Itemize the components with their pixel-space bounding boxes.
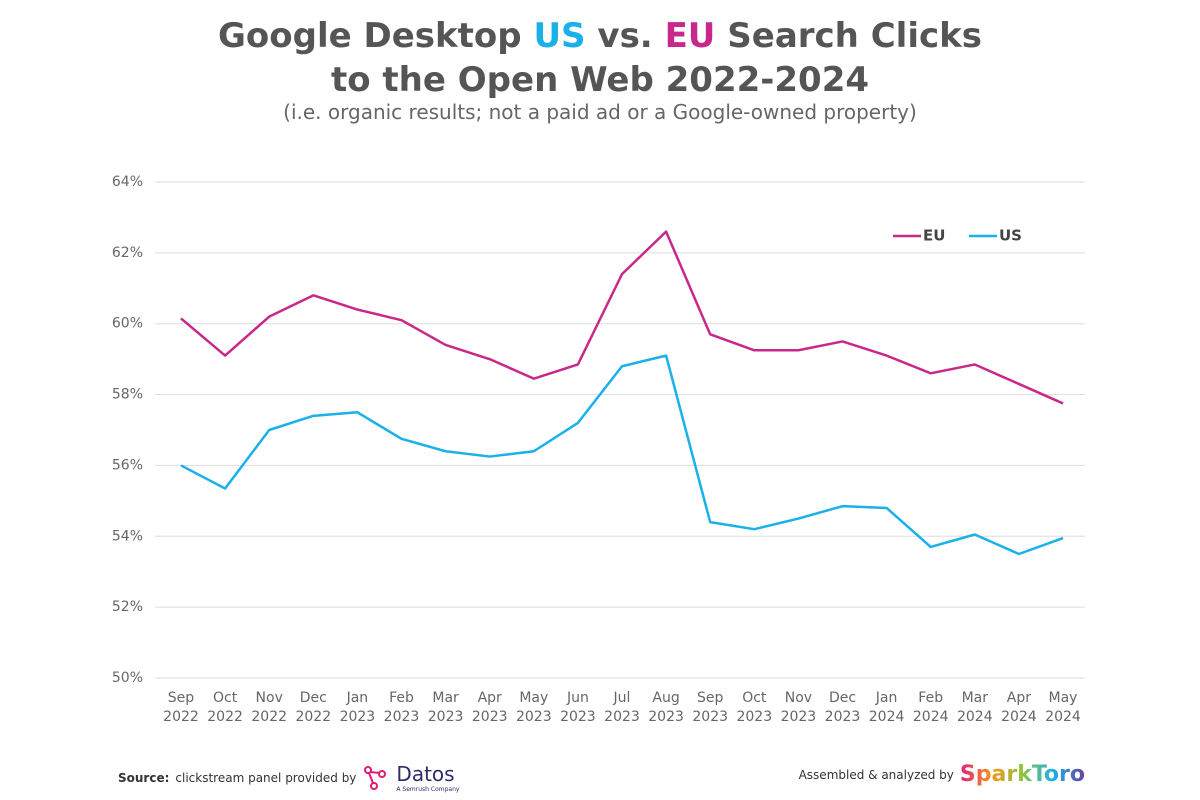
x-tick-label: Sep 2023 (692, 690, 728, 725)
x-tick-label: Nov 2022 (251, 690, 287, 725)
x-tick-label: Apr 2023 (472, 690, 508, 725)
x-tick-label: Mar 2024 (957, 690, 993, 725)
x-tick-label: Jul 2023 (604, 690, 640, 725)
title-line: to the Open Web 2022-2024 (330, 60, 870, 100)
datos-icon (364, 765, 387, 790)
subtitle: (i.e. organic results; not a paid ad or … (283, 100, 917, 124)
chart-title: Google Desktop US vs. EU Search Clicks t… (0, 14, 1200, 102)
title-line: Google Desktop US vs. EU Search Clicks (0, 14, 1200, 58)
x-tick-label: Jan 2023 (340, 690, 376, 725)
series-line (180, 230, 1064, 405)
x-tick-label: Sep 2022 (163, 690, 199, 725)
legend-label: US (999, 227, 1022, 245)
title-part: Google Desktop (218, 16, 522, 56)
x-tick-label: Oct 2022 (207, 690, 243, 725)
x-tick-label: Apr 2024 (1001, 690, 1037, 725)
x-tick-label: Mar 2023 (428, 690, 464, 725)
y-tick-label: 60% (112, 316, 143, 332)
y-tick-label: 62% (112, 245, 143, 261)
y-tick-label: 56% (112, 457, 143, 473)
y-tick-label: 58% (112, 387, 143, 403)
assembled-text: Assembled & analyzed by (798, 767, 954, 782)
datos-name: Datos (396, 762, 455, 786)
x-tick-label: Nov 2023 (781, 690, 817, 725)
title-part: EU (664, 16, 716, 56)
credit: Assembled & analyzed by SparkToro (799, 762, 1085, 787)
y-tick-label: 54% (112, 528, 143, 544)
y-tick-label: 52% (112, 599, 143, 615)
source: Source: clickstream panel provided by Da… (118, 762, 459, 793)
series-line (180, 354, 1064, 556)
datos-sub: A Semrush Company (396, 786, 460, 793)
x-tick-label: May 2024 (1045, 690, 1081, 725)
title-part: Search Clicks (727, 16, 982, 56)
x-tick-label: Aug 2023 (648, 690, 684, 725)
x-tick-label: Feb 2024 (913, 690, 949, 725)
x-tick-label: Dec 2022 (295, 690, 331, 725)
title-part: vs. (597, 16, 653, 56)
title-part: US (533, 16, 586, 56)
y-tick-label: 50% (112, 670, 143, 686)
x-tick-label: Jan 2024 (869, 690, 905, 725)
y-tick-label: 64% (112, 174, 143, 190)
x-tick-label: Dec 2023 (825, 690, 861, 725)
x-tick-label: Feb 2023 (384, 690, 420, 725)
source-text: clickstream panel provided by (175, 770, 357, 785)
datos-logo: Datos A Semrush Company (396, 762, 459, 793)
x-tick-label: Jun 2023 (560, 690, 596, 725)
legend-label: EU (923, 227, 945, 245)
x-tick-label: Oct 2023 (736, 690, 772, 725)
x-tick-label: May 2023 (516, 690, 552, 725)
source-label: Source: (118, 770, 170, 785)
sparktoro-logo: SparkToro (959, 762, 1085, 787)
